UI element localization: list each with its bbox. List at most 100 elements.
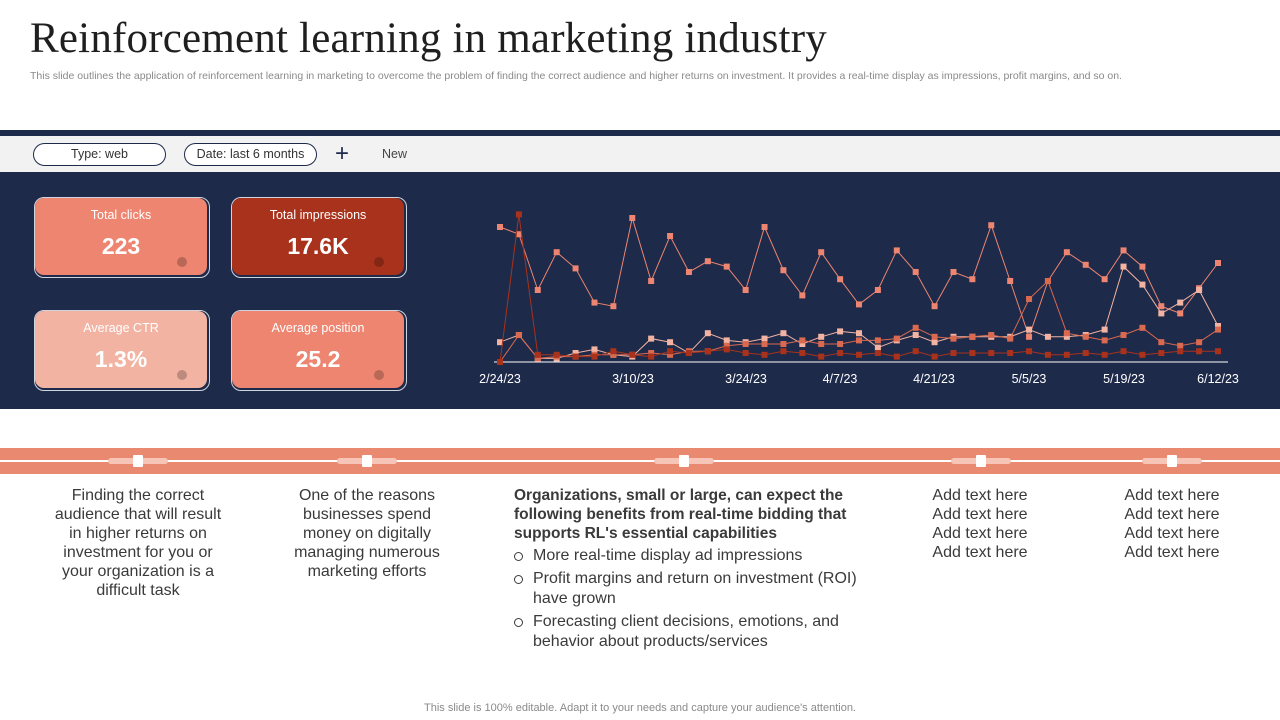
kpi-average-ctr[interactable]: Average CTR 1.3% (34, 310, 210, 391)
data-point[interactable] (1158, 339, 1165, 346)
data-point[interactable] (553, 249, 560, 256)
data-point[interactable] (761, 224, 768, 230)
data-point[interactable] (874, 337, 881, 344)
data-point[interactable] (1120, 247, 1127, 254)
data-point[interactable] (931, 333, 938, 340)
data-point[interactable] (1007, 278, 1014, 284)
data-point[interactable] (780, 267, 787, 274)
help-icon[interactable] (374, 257, 384, 267)
new-filter-button[interactable]: New (382, 147, 408, 161)
help-icon[interactable] (177, 257, 187, 267)
data-point[interactable] (591, 353, 598, 360)
data-point[interactable] (1044, 333, 1051, 340)
data-point[interactable] (893, 353, 900, 360)
data-point[interactable] (988, 350, 995, 356)
data-point[interactable] (572, 353, 579, 360)
data-point[interactable] (723, 346, 730, 353)
data-point[interactable] (837, 328, 844, 335)
data-point[interactable] (667, 233, 674, 239)
data-point[interactable] (1215, 323, 1221, 329)
data-point[interactable] (1101, 337, 1108, 344)
data-point[interactable] (1177, 348, 1184, 355)
data-point[interactable] (931, 339, 938, 346)
data-point[interactable] (780, 348, 787, 355)
data-point[interactable] (988, 222, 995, 229)
data-point[interactable] (1101, 351, 1108, 358)
data-point[interactable] (950, 350, 957, 356)
data-point[interactable] (969, 333, 976, 340)
data-point[interactable] (856, 337, 862, 344)
kpi-average-position[interactable]: Average position 25.2 (231, 310, 407, 391)
data-point[interactable] (534, 351, 541, 358)
help-icon[interactable] (177, 370, 187, 380)
data-point[interactable] (553, 351, 560, 358)
date-filter[interactable]: Date: last 6 months (184, 143, 317, 166)
data-point[interactable] (799, 292, 806, 299)
data-point[interactable] (912, 324, 919, 331)
data-point[interactable] (1196, 339, 1203, 346)
data-point[interactable] (950, 269, 957, 275)
data-point[interactable] (1120, 332, 1127, 338)
data-point[interactable] (912, 348, 919, 355)
data-point[interactable] (856, 330, 862, 337)
data-point[interactable] (1139, 281, 1146, 288)
type-filter[interactable]: Type: web (33, 143, 166, 166)
data-point[interactable] (497, 339, 503, 346)
data-point[interactable] (1158, 310, 1165, 317)
data-point[interactable] (515, 231, 522, 238)
data-point[interactable] (837, 341, 844, 347)
data-point[interactable] (704, 258, 711, 265)
data-point[interactable] (610, 303, 617, 310)
data-point[interactable] (1177, 310, 1184, 317)
data-point[interactable] (572, 350, 579, 356)
data-point[interactable] (629, 215, 636, 221)
data-point[interactable] (1044, 278, 1051, 284)
data-point[interactable] (704, 330, 711, 337)
data-point[interactable] (799, 350, 806, 356)
data-point[interactable] (893, 335, 900, 342)
data-point[interactable] (1026, 326, 1033, 333)
plus-icon[interactable]: + (335, 140, 350, 167)
data-point[interactable] (1101, 276, 1108, 283)
data-point[interactable] (1177, 342, 1184, 349)
data-point[interactable] (799, 341, 806, 347)
data-point[interactable] (1063, 351, 1070, 358)
data-point[interactable] (1044, 351, 1051, 358)
data-point[interactable] (988, 332, 995, 338)
data-point[interactable] (950, 335, 957, 342)
data-point[interactable] (931, 303, 938, 310)
data-point[interactable] (534, 287, 541, 293)
data-point[interactable] (704, 348, 711, 355)
data-point[interactable] (874, 287, 881, 293)
data-point[interactable] (1158, 350, 1165, 356)
data-point[interactable] (1139, 263, 1146, 270)
data-point[interactable] (856, 351, 862, 358)
data-point[interactable] (799, 337, 806, 344)
data-point[interactable] (969, 350, 976, 356)
data-point[interactable] (1196, 287, 1203, 293)
data-point[interactable] (1007, 335, 1014, 342)
data-point[interactable] (1101, 326, 1108, 333)
data-point[interactable] (856, 301, 862, 308)
data-point[interactable] (648, 278, 655, 284)
data-point[interactable] (1120, 348, 1127, 355)
data-point[interactable] (723, 342, 730, 349)
data-point[interactable] (1007, 350, 1014, 356)
help-icon[interactable] (374, 370, 384, 380)
data-point[interactable] (591, 299, 598, 306)
data-point[interactable] (818, 249, 825, 256)
data-point[interactable] (1082, 261, 1089, 268)
data-point[interactable] (648, 353, 655, 360)
data-point[interactable] (667, 339, 674, 346)
data-point[interactable] (818, 333, 825, 340)
data-point[interactable] (893, 247, 900, 254)
data-point[interactable] (1082, 333, 1089, 340)
data-point[interactable] (723, 337, 730, 344)
data-point[interactable] (572, 265, 579, 272)
data-point[interactable] (515, 332, 522, 338)
data-point[interactable] (742, 341, 749, 347)
data-point[interactable] (780, 341, 787, 347)
data-point[interactable] (761, 341, 768, 347)
data-point[interactable] (1215, 260, 1221, 266)
data-point[interactable] (1026, 296, 1033, 302)
